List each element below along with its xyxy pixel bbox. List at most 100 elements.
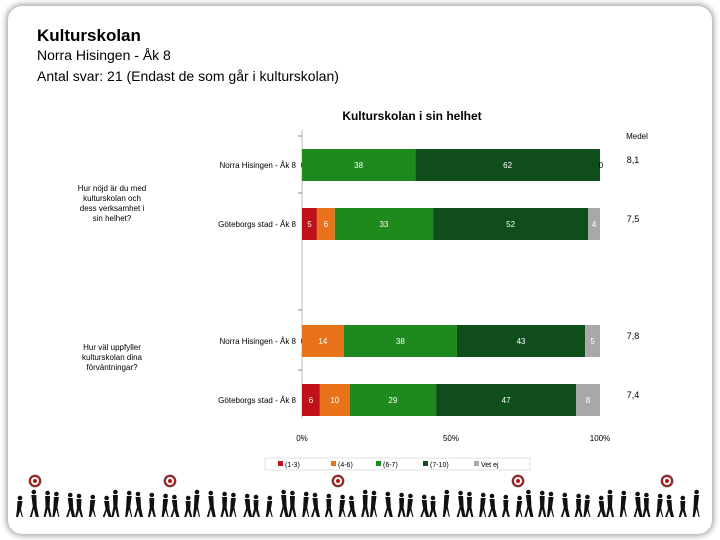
bar-segment: [576, 384, 600, 416]
person-silhouette: [442, 489, 450, 517]
person-silhouette: [574, 493, 583, 517]
bar-segment: [343, 325, 457, 357]
person-silhouette: [220, 491, 229, 517]
data-label: 52: [506, 220, 515, 229]
target-marker-icon: [331, 474, 345, 488]
person-silhouette: [692, 489, 700, 517]
data-label: 62: [503, 161, 512, 170]
target-marker-icon: [28, 474, 42, 488]
bar-segment: [302, 149, 416, 181]
person-silhouette: [583, 494, 591, 517]
legend-label: (7-10): [430, 462, 449, 469]
person-silhouette: [170, 494, 180, 517]
data-label: 38: [354, 161, 363, 170]
bar-segment: [588, 208, 600, 240]
slide-frame: [8, 6, 712, 534]
person-silhouette: [338, 494, 346, 517]
person-silhouette: [229, 492, 237, 517]
person-silhouette: [243, 493, 253, 517]
data-label: 5: [590, 337, 595, 346]
legend-swatch: [278, 461, 283, 466]
bar-segment: [349, 384, 437, 416]
person-silhouette: [361, 489, 370, 517]
legend-swatch: [474, 461, 479, 466]
person-silhouette: [538, 490, 547, 517]
page-subtitle-school: Norra Hisingen - Åk 8: [37, 47, 171, 63]
person-silhouette: [547, 491, 554, 517]
person-silhouette: [147, 492, 156, 517]
x-tick-label: 100%: [590, 434, 610, 443]
mean-value: 7,4: [627, 390, 640, 400]
person-silhouette: [383, 491, 393, 517]
x-tick-label: 0%: [296, 434, 308, 443]
person-silhouette: [524, 489, 534, 517]
person-silhouette: [324, 493, 333, 517]
target-marker-icon: [660, 474, 674, 488]
question-label: Hur nöjd är du med kulturskolan och dess v…: [78, 184, 146, 223]
person-silhouette: [347, 495, 357, 517]
page-subtitle-responses: Antal svar: 21 (Endast de som går i kult…: [37, 68, 339, 84]
person-silhouette: [633, 491, 643, 517]
bar-segment: [436, 384, 577, 416]
legend-label: (6-7): [383, 462, 398, 469]
person-silhouette: [456, 490, 466, 517]
legend-label: (1-3): [285, 462, 300, 469]
mean-column-header: Medel: [626, 132, 648, 141]
person-silhouette: [406, 493, 414, 517]
person-silhouette: [311, 492, 320, 517]
person-silhouette: [288, 490, 297, 517]
person-silhouette: [279, 489, 289, 517]
data-label: 47: [502, 396, 511, 405]
person-silhouette: [501, 494, 510, 517]
person-silhouette: [265, 495, 273, 517]
person-silhouette: [619, 490, 627, 517]
person-silhouette: [111, 489, 120, 517]
person-silhouette: [656, 493, 664, 517]
row-label: Norra Hisingen - Åk 8: [220, 161, 297, 170]
data-label: 6: [324, 220, 329, 229]
target-marker-icon: [163, 474, 177, 488]
bar-segment: [334, 208, 434, 240]
data-label: 33: [379, 220, 388, 229]
person-silhouette: [52, 491, 60, 517]
person-silhouette: [560, 492, 570, 517]
page-title: Kulturskolan: [37, 26, 141, 45]
x-tick-label: 50%: [443, 434, 459, 443]
bar-segment: [415, 149, 600, 181]
person-silhouette: [102, 495, 112, 517]
person-silhouette: [88, 494, 96, 517]
chart-title: Kulturskolan i sin helhet: [342, 109, 481, 123]
person-silhouette: [75, 493, 83, 517]
person-silhouette: [193, 489, 200, 517]
footer-figures-decoration: [16, 474, 700, 517]
person-silhouette: [429, 495, 437, 517]
data-label: 29: [388, 396, 397, 405]
person-silhouette: [184, 495, 193, 517]
bar-segment: [316, 208, 335, 240]
question-label: Hur väl uppfyller kulturskolan dina förvän…: [82, 343, 143, 372]
person-silhouette: [678, 495, 687, 517]
data-label: 5: [307, 220, 312, 229]
legend-swatch: [423, 461, 428, 466]
mean-value: 7,5: [627, 214, 640, 224]
person-silhouette: [206, 490, 216, 517]
data-label: 4: [592, 220, 597, 229]
target-marker-icon: [511, 474, 525, 488]
mean-value: 7,8: [627, 331, 640, 341]
bar-segment: [319, 384, 350, 416]
bar-segment: [302, 384, 320, 416]
person-silhouette: [488, 493, 497, 517]
person-silhouette: [420, 494, 430, 517]
person-silhouette: [597, 495, 607, 517]
row-label: Göteborgs stad - Åk 8: [218, 396, 296, 405]
legend-swatch: [331, 461, 336, 466]
person-silhouette: [479, 492, 487, 517]
person-silhouette: [16, 495, 23, 517]
legend-swatch: [376, 461, 381, 466]
person-silhouette: [125, 490, 133, 517]
person-silhouette: [606, 489, 614, 517]
person-silhouette: [397, 492, 406, 517]
data-label: 43: [517, 337, 526, 346]
data-label: 6: [309, 396, 314, 405]
